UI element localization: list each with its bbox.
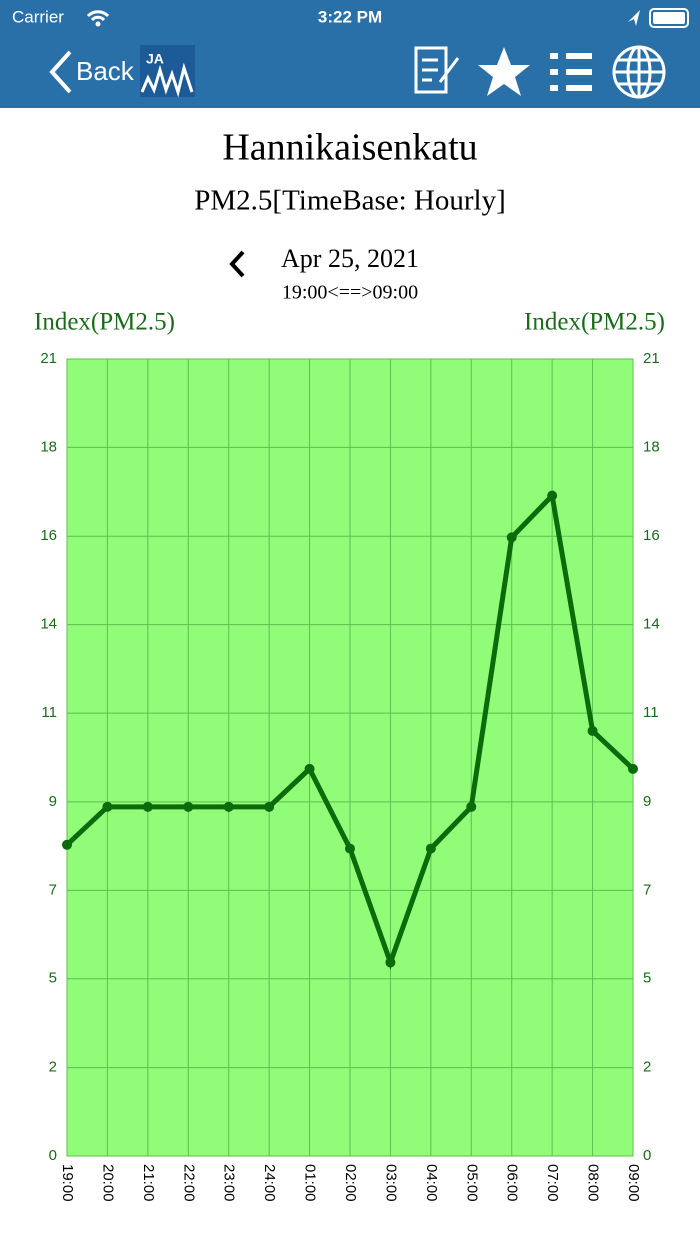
y2-tick-label: 16 xyxy=(643,527,660,544)
x-tick-label: 20:00 xyxy=(99,1164,116,1202)
y2-tick-label: 11 xyxy=(643,704,659,721)
location-icon xyxy=(628,10,640,26)
edit-lines xyxy=(422,57,460,83)
x-tick-label: 04:00 xyxy=(423,1164,440,1202)
x-tick-label: 02:00 xyxy=(342,1164,359,1202)
back-button[interactable]: Back xyxy=(49,50,135,94)
data-point xyxy=(466,801,477,812)
prev-date-button[interactable] xyxy=(229,250,245,278)
data-point xyxy=(183,801,194,812)
data-point xyxy=(587,725,598,736)
y2-tick-label: 21 xyxy=(643,350,660,367)
y-axis-label: Index(PM2.5) xyxy=(34,309,175,336)
data-point xyxy=(142,801,153,812)
list-button[interactable] xyxy=(550,53,592,91)
globe-lines xyxy=(614,47,664,97)
x-tick-label: 05:00 xyxy=(463,1164,480,1202)
list-icon xyxy=(550,53,592,91)
data-point xyxy=(628,763,638,774)
x-tick-label: 23:00 xyxy=(221,1164,238,1202)
globe-button[interactable] xyxy=(612,45,666,99)
clock: 3:22 PM xyxy=(318,7,382,26)
x-tick-label: 19:00 xyxy=(59,1164,76,1202)
logo-skyline xyxy=(140,62,194,98)
y2-tick-label: 7 xyxy=(643,881,651,898)
wifi-dot xyxy=(95,21,101,27)
data-point xyxy=(62,839,72,850)
y-tick-label: 5 xyxy=(49,970,57,987)
y-tick-label: 0 xyxy=(49,1147,57,1164)
x-tick-label: 22:00 xyxy=(180,1164,197,1202)
x-tick-label: 01:00 xyxy=(302,1164,319,1202)
y-tick-label: 11 xyxy=(41,704,57,721)
data-point xyxy=(102,801,113,812)
date: Apr 25, 2021 xyxy=(281,244,419,273)
y2-tick-label: 5 xyxy=(643,970,651,987)
favorite-button[interactable] xyxy=(478,47,530,96)
y2-tick-label: 9 xyxy=(643,793,651,810)
data-point xyxy=(304,763,315,774)
y-tick-label: 7 xyxy=(49,881,57,898)
x-tick-label: 07:00 xyxy=(544,1164,561,1202)
edit-button[interactable] xyxy=(414,46,460,94)
x-tick-label: 21:00 xyxy=(140,1164,157,1202)
chart-subtitle: PM2.5[TimeBase: Hourly] xyxy=(194,185,506,217)
data-point xyxy=(223,801,234,812)
y-tick-label: 9 xyxy=(49,793,57,810)
battery-level xyxy=(653,12,685,24)
x-tick-label: 03:00 xyxy=(382,1164,399,1202)
chart-title: Hannikaisenkatu xyxy=(222,127,477,169)
data-point xyxy=(264,801,275,812)
x-tick-label: 24:00 xyxy=(261,1164,278,1202)
y-tick-label: 21 xyxy=(40,350,57,367)
y2-tick-label: 14 xyxy=(643,616,660,633)
y-tick-label: 16 xyxy=(40,527,57,544)
y-tick-label: 18 xyxy=(40,438,57,455)
y2-tick-label: 18 xyxy=(643,438,660,455)
edit-icon xyxy=(414,46,448,94)
y2-tick-label: 0 xyxy=(643,1147,651,1164)
y2-tick-label: 2 xyxy=(643,1059,651,1076)
wifi-icon xyxy=(86,10,110,22)
y-tick-label: 2 xyxy=(49,1059,57,1076)
x-tick-label: 06:00 xyxy=(504,1164,521,1202)
data-point xyxy=(547,490,558,501)
x-tick-label: 08:00 xyxy=(585,1164,602,1202)
battery xyxy=(649,8,689,28)
back-chevron xyxy=(49,50,72,94)
data-point xyxy=(506,532,517,543)
data-point xyxy=(425,843,436,854)
carrier: Carrier xyxy=(12,7,64,26)
y-tick-label: 14 xyxy=(40,616,57,633)
logo-text: JA xyxy=(146,51,164,67)
data-point xyxy=(345,843,355,854)
y2-axis-label: Index(PM2.5) xyxy=(524,309,665,336)
time-range: 19:00<==>09:00 xyxy=(282,282,418,304)
data-point xyxy=(385,957,396,968)
x-tick-label: 09:00 xyxy=(625,1164,642,1202)
back-label: Back xyxy=(76,56,135,86)
